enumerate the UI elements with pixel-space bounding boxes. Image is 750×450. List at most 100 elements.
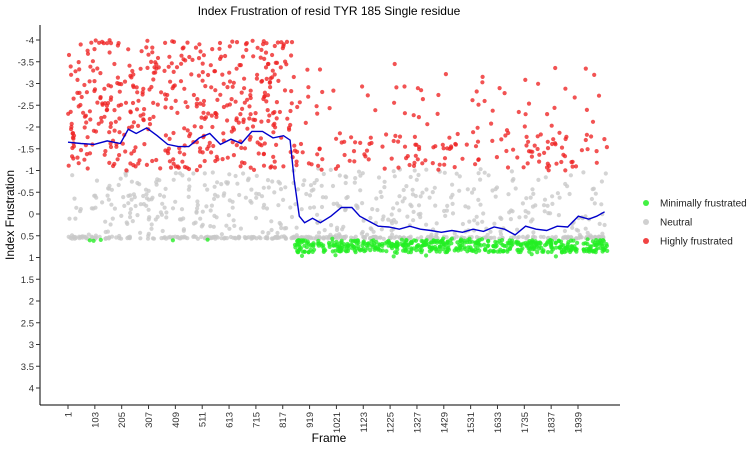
minimally-frustrated-point — [409, 239, 414, 244]
neutral-point — [146, 207, 151, 212]
highly-frustrated-point — [76, 161, 81, 166]
neutral-point — [379, 194, 384, 199]
highly-frustrated-point — [285, 116, 290, 121]
highly-frustrated-point — [339, 140, 344, 145]
highly-frustrated-point — [545, 146, 551, 151]
highly-frustrated-point — [542, 150, 547, 155]
minimally-frustrated-point — [401, 248, 406, 253]
highly-frustrated-point — [167, 54, 172, 59]
highly-frustrated-point — [436, 167, 441, 172]
neutral-point — [236, 234, 241, 239]
highly-frustrated-point — [71, 96, 76, 101]
highly-frustrated-point — [265, 93, 271, 98]
minimally-frustrated-point — [433, 247, 438, 252]
highly-frustrated-point — [281, 164, 286, 169]
highly-frustrated-point — [141, 86, 146, 91]
highly-frustrated-point — [536, 81, 541, 86]
neutral-point — [531, 230, 536, 235]
highly-frustrated-point — [419, 88, 424, 93]
highly-frustrated-point — [163, 148, 168, 153]
highly-frustrated-point — [320, 157, 325, 162]
neutral-point — [390, 221, 395, 226]
minimally-frustrated-point — [372, 247, 377, 252]
highly-frustrated-point — [107, 130, 112, 135]
highly-frustrated-point — [266, 61, 271, 67]
neutral-point — [465, 187, 470, 192]
highly-frustrated-point — [352, 159, 357, 164]
highly-frustrated-point — [175, 110, 180, 115]
highly-frustrated-point — [196, 56, 202, 61]
minimally-frustrated-point — [483, 247, 488, 253]
neutral-point — [230, 205, 235, 210]
minimally-frustrated-point — [545, 250, 551, 255]
minimally-frustrated-point — [462, 245, 467, 250]
neutral-point — [161, 235, 166, 240]
neutral-point — [74, 205, 79, 210]
minimally-frustrated-point — [360, 243, 365, 248]
highly-frustrated-point — [596, 93, 602, 98]
highly-frustrated-point — [277, 109, 282, 115]
highly-frustrated-point — [82, 157, 87, 162]
highly-frustrated-point — [185, 128, 190, 133]
minimally-frustrated-point — [541, 249, 546, 254]
neutral-point — [227, 172, 232, 177]
minimally-frustrated-point — [330, 249, 335, 254]
minimally-frustrated-point — [98, 237, 103, 242]
highly-frustrated-point — [85, 135, 90, 140]
neutral-point — [126, 193, 131, 198]
neutral-point — [379, 227, 384, 232]
highly-frustrated-point — [168, 165, 174, 170]
highly-frustrated-point — [156, 65, 161, 70]
highly-frustrated-point — [473, 144, 479, 149]
highly-frustrated-point — [135, 90, 140, 95]
minimally-frustrated-point — [437, 249, 442, 254]
neutral-point — [257, 235, 262, 240]
highly-frustrated-point — [563, 136, 568, 142]
legend-label: Neutral — [660, 218, 692, 229]
neutral-point — [264, 236, 269, 241]
highly-frustrated-point — [476, 157, 481, 162]
neutral-point — [281, 197, 286, 202]
neutral-point — [433, 203, 438, 208]
y-tick-label: 0 — [29, 210, 34, 221]
neutral-point — [308, 205, 313, 210]
highly-frustrated-point — [163, 97, 169, 102]
neutral-point — [516, 234, 522, 240]
minimally-frustrated-point — [393, 242, 398, 247]
neutral-point — [368, 226, 373, 231]
neutral-point — [276, 203, 281, 208]
neutral-point — [108, 222, 113, 227]
neutral-point — [404, 184, 409, 189]
highly-frustrated-point — [130, 68, 135, 74]
highly-frustrated-point — [259, 79, 264, 84]
neutral-point — [368, 215, 373, 221]
neutral-point — [275, 235, 280, 240]
neutral-point — [149, 222, 154, 227]
y-tick-label: -1.5 — [18, 144, 34, 155]
highly-frustrated-point — [163, 40, 168, 46]
minimally-frustrated-point — [474, 250, 479, 255]
minimally-frustrated-point — [391, 254, 396, 259]
neutral-point — [164, 210, 169, 215]
neutral-point — [563, 181, 568, 187]
highly-frustrated-point — [559, 145, 565, 150]
highly-frustrated-point — [99, 115, 104, 121]
minimally-frustrated-point — [398, 241, 403, 246]
highly-frustrated-point — [146, 52, 151, 57]
highly-frustrated-point — [271, 111, 276, 116]
highly-frustrated-point — [229, 97, 234, 102]
highly-frustrated-point — [177, 150, 182, 155]
highly-frustrated-point — [166, 151, 171, 156]
neutral-point — [340, 227, 345, 232]
highly-frustrated-point — [155, 55, 161, 61]
highly-frustrated-point — [272, 165, 277, 170]
neutral-point — [506, 192, 511, 197]
neutral-point — [356, 169, 362, 174]
neutral-point — [472, 218, 477, 223]
neutral-point — [110, 216, 115, 221]
neutral-point — [360, 201, 365, 206]
highly-frustrated-point — [594, 160, 599, 165]
minimally-frustrated-point — [510, 242, 515, 247]
minimally-frustrated-point — [485, 244, 490, 249]
neutral-point — [138, 236, 143, 241]
